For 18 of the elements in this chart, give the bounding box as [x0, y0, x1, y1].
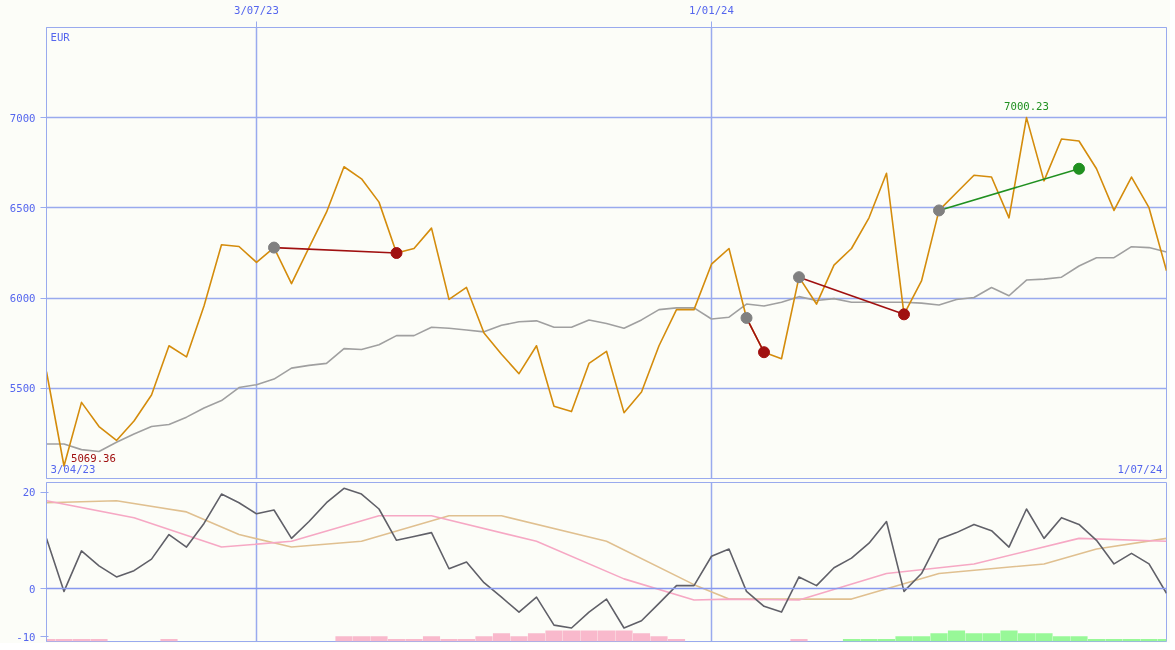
- line-series: [46, 245, 1167, 453]
- annotation: 1/07/24: [1117, 462, 1163, 476]
- y-axis-title: EUR: [50, 30, 71, 44]
- line-series: [46, 116, 1167, 467]
- x-tick-label: 1/01/24: [689, 3, 734, 17]
- annotation: 5069.36: [71, 451, 116, 465]
- x-tick-label: 3/07/23: [234, 3, 279, 17]
- y-tick-label: 20: [22, 486, 36, 500]
- y-tick-label: -10: [16, 630, 36, 644]
- line-series: [46, 487, 1167, 629]
- y-tick-label: 7000: [9, 111, 36, 125]
- y-tick-label: 6000: [9, 292, 36, 306]
- y-tick-label: 6500: [9, 201, 36, 215]
- annotation: 7000.23: [1004, 99, 1049, 113]
- annotation: 3/04/23: [50, 462, 96, 476]
- y-tick-label: 0: [29, 582, 36, 596]
- point: [1073, 162, 1085, 175]
- y-tick-label: 5500: [9, 382, 36, 396]
